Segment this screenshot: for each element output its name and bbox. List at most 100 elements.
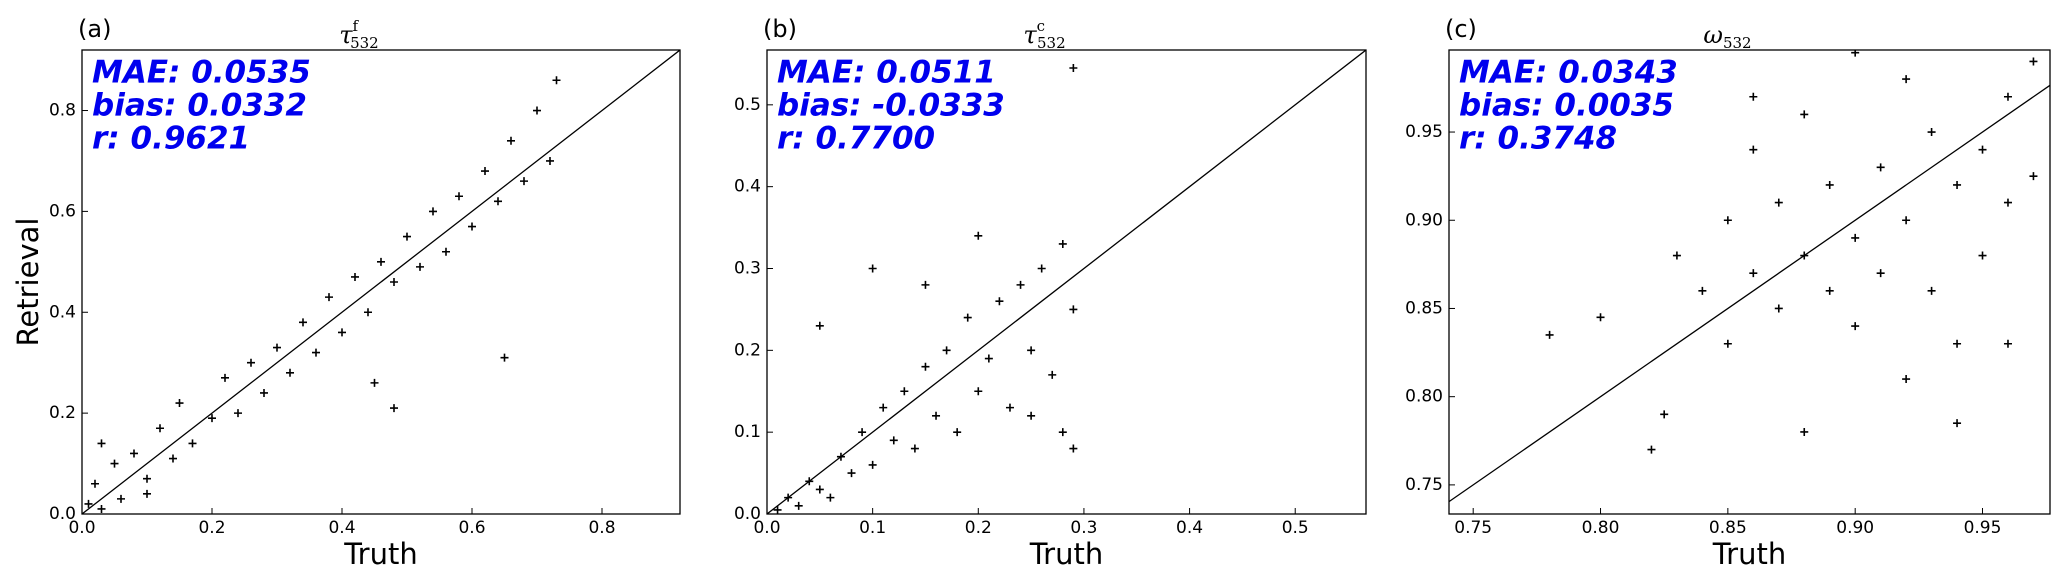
- point: [1825, 286, 1834, 295]
- point: [97, 504, 106, 513]
- point: [1902, 75, 1911, 84]
- point: [1825, 180, 1834, 189]
- x-axis-label: Truth: [1029, 537, 1104, 571]
- point: [953, 428, 962, 437]
- point: [921, 280, 930, 289]
- x-tick-label: 0.2: [965, 518, 992, 538]
- x-tick-label: 0.4: [1176, 518, 1203, 538]
- point: [91, 479, 99, 488]
- point: [370, 378, 379, 387]
- panel: 0.0 0.1 0.2 0.3 0.4 0.5 0.0 0.1 0.2 0.3 0.4 0.5 MAE:…: [734, 15, 1367, 571]
- point: [1902, 375, 1911, 384]
- point: [1723, 216, 1732, 225]
- point: [889, 436, 898, 445]
- point: [826, 493, 835, 502]
- point: [234, 409, 242, 418]
- point: [963, 313, 972, 322]
- y-tick-label: 0.0: [734, 504, 761, 524]
- point: [208, 414, 216, 423]
- y-tick-label: 0.4: [49, 302, 76, 322]
- plot-frame: [81, 49, 681, 515]
- title-symbol: ω: [1703, 21, 1723, 49]
- point: [1800, 251, 1809, 260]
- point: [390, 404, 398, 413]
- point: [312, 348, 320, 357]
- one-to-one-line: [767, 50, 1366, 514]
- point: [1953, 419, 1962, 428]
- point: [932, 411, 941, 420]
- point: [494, 197, 502, 206]
- point: [1672, 251, 1681, 260]
- point: [1660, 410, 1669, 419]
- title-symbol: τ: [1023, 21, 1037, 49]
- x-tick-label: 0.3: [1070, 518, 1097, 538]
- point: [143, 489, 151, 498]
- annotation: r: 0.3748: [1459, 121, 1617, 157]
- point: [2029, 57, 2038, 66]
- x-tick-label: 0.80: [1582, 518, 1620, 538]
- point: [273, 343, 281, 352]
- x-tick-label: 0.75: [1454, 518, 1492, 538]
- panel-label: (c): [1445, 15, 1477, 43]
- point: [117, 494, 125, 503]
- y-tick-label: 0.4: [734, 177, 761, 197]
- point: [784, 493, 793, 502]
- point: [481, 167, 489, 176]
- point: [1978, 145, 1987, 154]
- chart-title: τc 532: [1023, 17, 1065, 52]
- y-tick-label: 0.2: [734, 340, 761, 360]
- point: [1005, 403, 1014, 412]
- title-symbol: τ: [339, 21, 353, 49]
- point: [1800, 427, 1809, 436]
- point: [97, 439, 106, 448]
- point: [1876, 269, 1885, 278]
- x-tick-label: 0.5: [1282, 518, 1309, 538]
- point: [1016, 280, 1025, 289]
- y-tick-label: 0.2: [49, 403, 76, 423]
- point: [974, 231, 983, 240]
- point: [299, 318, 307, 327]
- point: [868, 264, 877, 273]
- point: [1037, 264, 1046, 273]
- point: [1723, 339, 1732, 348]
- panel-label: (a): [78, 15, 111, 43]
- point: [1876, 163, 1885, 172]
- annotation: bias: 0.0035: [1459, 88, 1674, 124]
- annotation: bias: -0.0333: [777, 88, 1005, 124]
- chart-title: τf 532: [339, 17, 378, 52]
- point: [500, 353, 509, 362]
- point: [533, 106, 541, 115]
- y-tick-label: 0.3: [734, 258, 761, 278]
- point: [175, 399, 184, 408]
- point: [2055, 110, 2063, 118]
- x-axis-label: Truth: [343, 537, 418, 571]
- y-tick-label: 0.6: [49, 201, 76, 221]
- point: [1927, 128, 1936, 137]
- point: [1048, 370, 1057, 379]
- x-tick-label: 0.2: [198, 518, 225, 538]
- point: [974, 387, 983, 396]
- point: [858, 428, 867, 437]
- y-tick-label: 0.85: [1405, 298, 1443, 318]
- point: [1774, 198, 1783, 207]
- point: [1069, 444, 1078, 453]
- annotation: MAE: 0.0343: [1459, 55, 1678, 91]
- point: [130, 449, 138, 458]
- point: [879, 403, 888, 412]
- point: [1953, 339, 1962, 348]
- annotation: bias: 0.0332: [92, 88, 307, 124]
- point: [1698, 286, 1707, 295]
- y-axis-label: Retrieval: [11, 218, 45, 347]
- panel: 0.0 0.2 0.4 0.6 0.8 0.0 0.2 0.4 0.6 0.8 MAE: 0.053…: [11, 15, 681, 571]
- point: [868, 460, 877, 469]
- point: [1027, 411, 1036, 420]
- point: [1978, 251, 1987, 260]
- point: [507, 136, 515, 145]
- point: [1027, 346, 1036, 355]
- annotation: r: 0.9621: [92, 121, 250, 157]
- point: [1902, 216, 1911, 225]
- point: [995, 297, 1004, 306]
- point: [260, 388, 268, 397]
- point: [390, 278, 398, 286]
